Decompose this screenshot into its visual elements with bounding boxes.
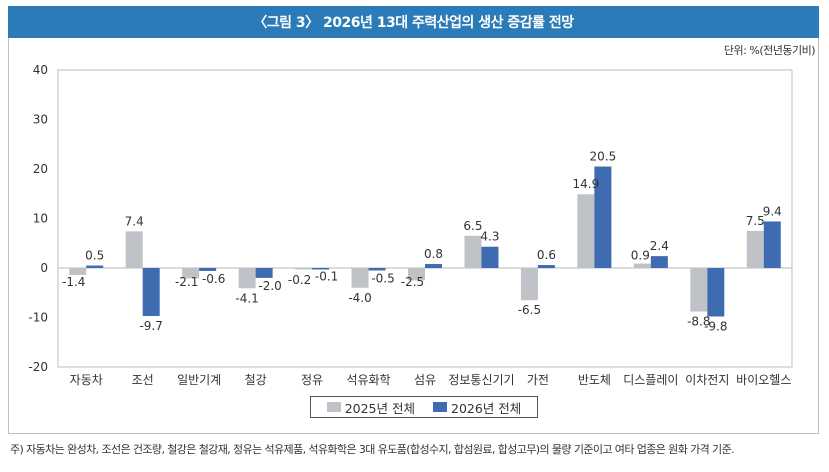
x-tick-label: 철강: [245, 373, 267, 387]
bar-2025: [295, 268, 313, 270]
bar-2026: [594, 166, 612, 268]
data-label-2025: 6.5: [463, 219, 482, 233]
bar-2026: [763, 221, 781, 268]
data-label-2026: -9.7: [139, 319, 162, 333]
legend-swatch-2026: [433, 402, 447, 412]
data-label-2026: -0.6: [202, 272, 225, 286]
x-tick-label: 바이오헬스: [736, 373, 791, 387]
figure-title: 〈그림 3〉 2026년 13대 주력산업의 생산 증감률 전망: [8, 6, 819, 38]
y-tick-label: 10: [33, 212, 48, 226]
data-label-2026: -2.0: [258, 279, 281, 293]
bar-2025: [464, 235, 482, 268]
legend-label-2026: 2026년 전체: [451, 400, 522, 416]
bar-2025: [520, 268, 538, 301]
bar-2025: [577, 194, 595, 268]
bar-2026: [86, 265, 104, 268]
x-tick-label: 석유화학: [346, 373, 390, 387]
y-tick-label: 0: [40, 261, 48, 275]
data-label-2025: 14.9: [573, 177, 600, 191]
data-label-2026: 0.5: [85, 249, 104, 263]
x-tick-label: 디스플레이: [623, 373, 678, 387]
x-tick-label: 자동차: [70, 373, 103, 387]
bar-2025: [690, 268, 708, 312]
data-label-2026: -0.5: [371, 271, 394, 285]
data-label-2026: 0.6: [537, 248, 556, 262]
legend: 2025년 전체 2026년 전체: [310, 396, 538, 418]
bar-2026: [255, 268, 273, 278]
x-tick-label: 가전: [527, 373, 549, 387]
data-label-2025: -4.0: [348, 291, 371, 305]
x-tick-label: 이차전지: [685, 373, 729, 387]
bar-2026: [537, 265, 555, 268]
legend-swatch-2025: [326, 402, 341, 412]
data-label-2025: -2.5: [401, 275, 424, 289]
data-label-2026: 20.5: [590, 150, 617, 164]
data-label-2025: -1.4: [62, 275, 85, 289]
x-tick-label: 일반기계: [177, 373, 221, 387]
data-label-2026: 9.4: [763, 204, 782, 218]
bar-2025: [351, 268, 369, 288]
x-tick-label: 섬유: [414, 373, 436, 387]
data-label-2025: 7.4: [125, 214, 144, 228]
x-tick-label: 조선: [132, 373, 154, 387]
data-label-2026: 4.3: [480, 230, 499, 244]
y-tick-label: 20: [33, 162, 48, 176]
y-tick-label: 40: [33, 63, 48, 77]
y-tick-label: 30: [33, 113, 48, 127]
y-tick-label: -20: [28, 360, 48, 374]
data-labels: -1.40.5 7.4 -9.7 -2.1 -0.6 -4.1-2.0 -0.2 -0.1 -4…: [62, 150, 782, 334]
data-label-2025: 7.5: [746, 214, 765, 228]
data-label-2025: -2.1: [175, 275, 198, 289]
bar-2026: [707, 268, 725, 317]
data-label-2025: 0.9: [631, 249, 650, 263]
data-label-2026: -0.1: [315, 269, 338, 283]
bar-2026: [481, 246, 499, 268]
bar-2025: [746, 230, 764, 268]
data-label-2025: -0.2: [288, 273, 311, 287]
bar-2026: [199, 268, 217, 271]
legend-label-2025: 2025년 전체: [344, 400, 415, 416]
bar-2026: [312, 268, 330, 270]
data-label-2025: -4.1: [235, 291, 258, 305]
unit-label: 단위: %(전년동기비): [723, 44, 816, 57]
bars: [69, 166, 781, 317]
bar-2025: [633, 263, 651, 268]
data-label-2025: -8.8: [687, 315, 710, 329]
data-label-2026: -9.8: [704, 320, 727, 334]
legend-item-2026: 2026년 전체: [433, 398, 521, 417]
footnote: 주) 자동차는 완성차, 조선은 건조량, 철강은 철강재, 정유는 석유제품,…: [10, 443, 735, 456]
bar-2025: [182, 268, 200, 279]
bar-2026: [650, 256, 668, 268]
bar-2025: [408, 268, 425, 281]
x-tick-label: 반도체: [578, 373, 611, 387]
y-tick-label: -10: [28, 311, 48, 325]
legend-item-2025: 2025년 전체: [326, 398, 415, 417]
bar-2026: [425, 264, 442, 268]
plot-frame: [57, 69, 793, 368]
bar-2026: [142, 268, 160, 317]
x-tick-label: 정보통신기기: [448, 373, 514, 387]
data-label-2025: -6.5: [518, 303, 541, 317]
bar-2025: [238, 268, 256, 289]
bar-2026: [368, 268, 386, 271]
x-tick-label: 정유: [301, 373, 323, 387]
data-label-2026: 0.8: [424, 247, 443, 261]
bar-2025: [69, 268, 87, 275]
axes: 40 30 20 10 0 -10 -20 자동차 조선 일반기계 철강 정유 석유화학 섬유 정보통신기기…: [28, 63, 793, 387]
bar-2025: [125, 231, 143, 268]
data-label-2026: 2.4: [650, 239, 669, 253]
